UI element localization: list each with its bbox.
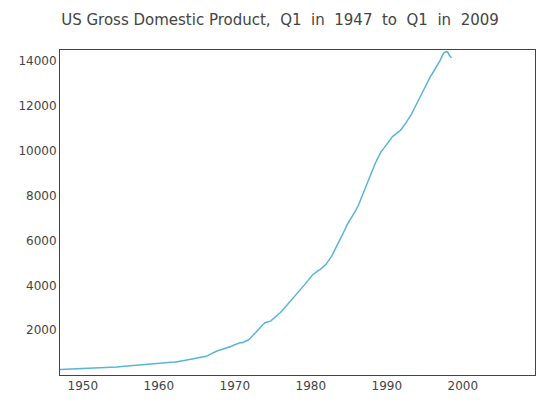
svg-text:2000: 2000 [448, 379, 479, 393]
svg-text:14000: 14000 [18, 54, 56, 68]
svg-text:1970: 1970 [220, 379, 251, 393]
svg-text:US Gross Domestic Product, Q1: US Gross Domestic Product, Q1 in 1947 to… [61, 11, 499, 29]
svg-text:10000: 10000 [18, 144, 56, 158]
svg-text:2000: 2000 [26, 323, 57, 337]
svg-text:1990: 1990 [372, 379, 403, 393]
svg-text:1980: 1980 [296, 379, 327, 393]
svg-text:6000: 6000 [26, 234, 57, 248]
svg-text:1950: 1950 [68, 379, 99, 393]
svg-text:8000: 8000 [26, 189, 57, 203]
svg-text:4000: 4000 [26, 279, 57, 293]
svg-text:1960: 1960 [144, 379, 175, 393]
svg-text:12000: 12000 [18, 99, 56, 113]
